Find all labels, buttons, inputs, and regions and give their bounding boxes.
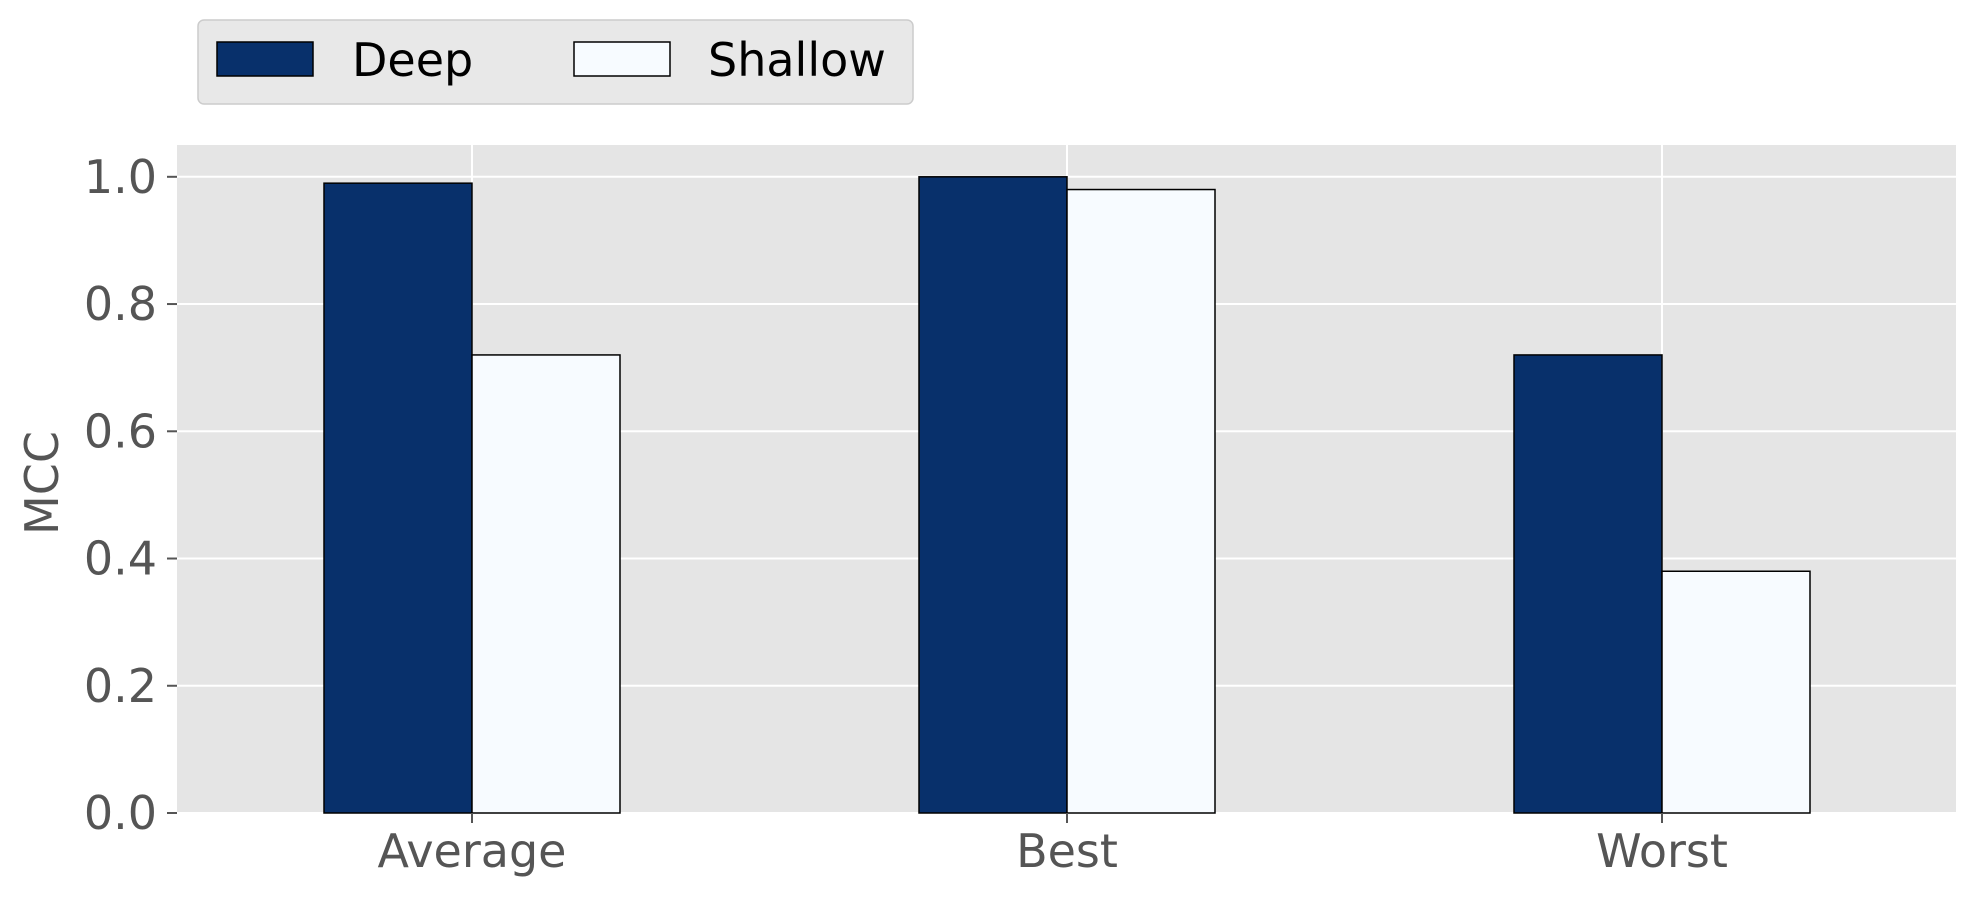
y-axis: 0.0 0.2 0.4 0.6 0.8 1.0 (84, 150, 177, 840)
y-tick-label: 1.0 (84, 150, 157, 204)
y-axis-label: MCC (15, 431, 69, 535)
bar-deep-best (918, 176, 1068, 814)
bar-deep-worst (1513, 354, 1663, 814)
x-tick-label: Best (1016, 824, 1118, 878)
y-tick-label: 0.8 (84, 277, 157, 331)
legend: Deep Shallow (197, 19, 914, 105)
bars (323, 176, 1811, 814)
bar-shallow-average (471, 354, 621, 814)
bar-shallow-best (1066, 188, 1216, 814)
x-tick-label: Average (378, 824, 567, 878)
y-tick-label: 0.2 (84, 659, 157, 713)
legend-label-deep: Deep (352, 33, 473, 87)
bar-deep-average (323, 182, 473, 814)
bar-shallow-worst (1661, 570, 1811, 814)
x-axis: Average Best Worst (378, 813, 1728, 878)
legend-label-shallow: Shallow (708, 33, 886, 87)
legend-swatch-shallow (573, 41, 671, 77)
legend-box (197, 19, 914, 105)
y-tick-label: 0.4 (84, 532, 157, 586)
y-tick-label: 0.0 (84, 786, 157, 840)
x-tick-label: Worst (1596, 824, 1728, 878)
legend-swatch-deep (216, 41, 314, 77)
y-tick-label: 0.6 (84, 404, 157, 458)
